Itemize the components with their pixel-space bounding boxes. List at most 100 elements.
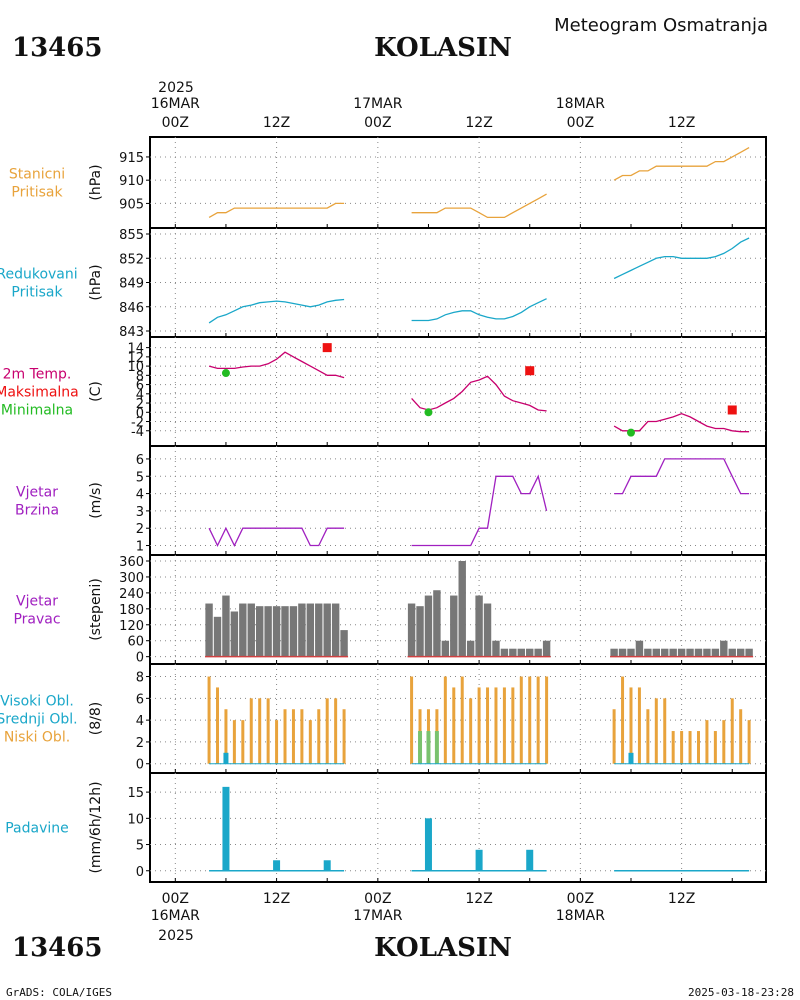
y-tick-label: 915 bbox=[119, 151, 144, 166]
hour-label-bottom: 12Z bbox=[465, 891, 492, 907]
wind-direction-bar bbox=[661, 648, 669, 657]
cloud-bar bbox=[722, 720, 726, 764]
series-line bbox=[613, 147, 750, 181]
series-line bbox=[613, 413, 750, 433]
y-tick-label: 5 bbox=[136, 470, 144, 485]
y-tick-label: 12 bbox=[127, 351, 144, 366]
panel-label: Pritisak bbox=[11, 185, 63, 201]
cloud-bar bbox=[628, 752, 634, 764]
panel-redukovani-pritisak: 843 846 849 852 855 (hPa) Redukovani Pritisak bbox=[0, 227, 767, 340]
wind-direction-bar bbox=[635, 640, 644, 657]
cloud-bar bbox=[452, 687, 456, 764]
wind-direction-bar bbox=[264, 606, 272, 657]
wind-direction-bar bbox=[500, 648, 509, 657]
panels: 905910915(hPa)StanicniPritisak8438468498… bbox=[0, 136, 767, 883]
series-line bbox=[208, 202, 345, 218]
cloud-bar bbox=[232, 720, 236, 764]
wind-direction-bar bbox=[213, 616, 222, 657]
hour-label-top: 00Z bbox=[364, 115, 391, 131]
cloud-bar bbox=[469, 698, 473, 764]
max-temp-marker bbox=[322, 343, 332, 353]
y-tick-label: 2 bbox=[136, 397, 144, 412]
cloud-bar bbox=[730, 698, 734, 764]
series-line bbox=[208, 298, 345, 324]
cloud-bar bbox=[646, 709, 650, 764]
y-tick-label: 4 bbox=[136, 714, 144, 729]
panel-stanicni-pritisak: 905 910 915 (hPa) Stanicni Pritisak bbox=[9, 136, 767, 229]
wind-direction-bar bbox=[677, 648, 686, 657]
wind-direction-bar bbox=[483, 603, 492, 657]
cloud-bar bbox=[713, 731, 717, 764]
panel-frame bbox=[149, 336, 767, 447]
cloud-bar bbox=[216, 687, 220, 764]
cloud-bar bbox=[410, 676, 414, 764]
cloud-bar bbox=[325, 698, 329, 764]
station-id-top: 13465 bbox=[12, 33, 102, 63]
y-tick-label: 2 bbox=[136, 522, 144, 537]
precip-bar bbox=[424, 818, 432, 871]
y-tick-label: 6 bbox=[136, 453, 144, 468]
cloud-bar bbox=[334, 698, 338, 764]
cloud-bar bbox=[511, 687, 515, 764]
y-tick-label: 855 bbox=[119, 228, 144, 243]
cloud-bar bbox=[705, 720, 709, 764]
cloud-bar bbox=[696, 731, 700, 764]
cloud-bar bbox=[739, 709, 743, 764]
hour-label-bottom: 00Z bbox=[567, 891, 594, 907]
hour-label-top: 00Z bbox=[162, 115, 189, 131]
wind-direction-bar bbox=[306, 603, 315, 657]
y-tick-label: 120 bbox=[119, 619, 144, 634]
wind-direction-bar bbox=[205, 603, 213, 657]
cloud-bar bbox=[519, 676, 523, 764]
y-tick-label: 846 bbox=[119, 301, 144, 316]
y-tick-label: 4 bbox=[136, 388, 144, 403]
wind-direction-bar bbox=[652, 648, 661, 657]
year-label-top: 2025 bbox=[158, 80, 194, 96]
cloud-bar bbox=[663, 698, 667, 764]
wind-direction-bar bbox=[736, 648, 745, 657]
timestamp: 2025-03-18-23:28 bbox=[688, 986, 794, 999]
y-tick-label: -4 bbox=[131, 425, 144, 440]
y-tick-label: 852 bbox=[119, 252, 144, 267]
y-tick-label: 3 bbox=[136, 505, 144, 520]
cloud-bar bbox=[536, 676, 540, 764]
panel-label: Pritisak bbox=[11, 285, 63, 301]
precip-bar bbox=[323, 860, 331, 871]
cloud-bar bbox=[249, 698, 253, 764]
series-line bbox=[614, 458, 750, 495]
cloud-bar bbox=[502, 687, 506, 764]
wind-direction-bar bbox=[618, 648, 627, 657]
cloud-bar bbox=[671, 731, 675, 764]
cloud-bar bbox=[275, 720, 279, 764]
max-temp-marker bbox=[727, 405, 737, 415]
y-axis-label: (8/8) bbox=[88, 702, 104, 735]
day-label-top: 17MAR bbox=[353, 96, 402, 112]
day-label-top: 18MAR bbox=[556, 96, 605, 112]
min-temp-marker bbox=[626, 428, 635, 437]
y-tick-label: 0 bbox=[136, 758, 144, 773]
wind-direction-bar bbox=[517, 648, 525, 657]
hour-label-top: 12Z bbox=[263, 115, 290, 131]
panel-label: 2m Temp. bbox=[3, 367, 72, 383]
wind-direction-bar bbox=[289, 606, 298, 657]
panel-label: Vjetar bbox=[16, 485, 58, 501]
wind-direction-bar bbox=[475, 595, 483, 657]
wind-direction-bar bbox=[686, 648, 694, 657]
wind-direction-bar bbox=[222, 595, 230, 657]
y-tick-label: 1 bbox=[136, 540, 144, 555]
wind-direction-bar bbox=[627, 648, 635, 657]
panel-label: Pravac bbox=[13, 612, 60, 628]
max-temp-marker bbox=[525, 366, 535, 376]
y-tick-label: 0 bbox=[136, 865, 144, 880]
wind-direction-bar bbox=[694, 648, 703, 657]
y-tick-label: 180 bbox=[119, 603, 144, 618]
wind-direction-bar bbox=[610, 648, 618, 657]
wind-direction-bar bbox=[298, 603, 306, 657]
year-label-bottom: 2025 bbox=[158, 928, 194, 944]
hour-label-bottom: 00Z bbox=[364, 891, 391, 907]
y-tick-label: 910 bbox=[119, 174, 144, 189]
wind-direction-bar bbox=[416, 606, 424, 657]
wind-direction-bar bbox=[466, 640, 475, 657]
